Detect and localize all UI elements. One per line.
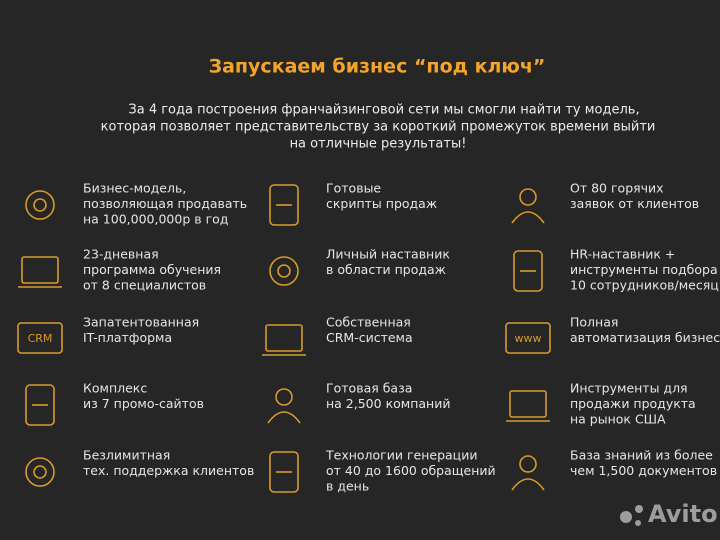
icon: CRM (17, 322, 63, 354)
feature-text: позволяющая продавать (83, 196, 247, 211)
icon (25, 190, 55, 220)
icon-shape (25, 457, 55, 487)
feature-text: в области продаж (326, 262, 446, 277)
feature-text: 10 сотрудников/месяц (570, 278, 719, 293)
watermark-dot (620, 511, 632, 523)
watermark: Avito (620, 500, 718, 528)
icon (267, 388, 301, 424)
feature-text: в день (326, 479, 369, 494)
icon-shape (21, 256, 59, 284)
feature-text: Бизнес-модель, (83, 181, 186, 196)
icon-shape (265, 324, 303, 352)
feature-text: на 2,500 компаний (326, 396, 450, 411)
watermark-dot (635, 520, 641, 526)
feature-text: 23-дневная (83, 247, 159, 262)
watermark-dot (635, 505, 643, 513)
subtitle-line: которая позволяет представительству за к… (101, 120, 656, 135)
feature-text: Готовые (326, 181, 381, 196)
icon-shape (511, 478, 545, 491)
feature-text: Безлимитная (83, 448, 170, 463)
watermark-text: Avito (648, 500, 718, 528)
icon (511, 188, 545, 224)
subtitle-line: на отличные результаты! (290, 137, 467, 152)
icon-frame (17, 322, 63, 354)
feature-text: Личный наставник (326, 247, 450, 262)
feature-text: тех. поддержка клиентов (83, 463, 254, 478)
feature-text: IT-платформа (83, 330, 172, 345)
icon-shape (277, 264, 291, 278)
feature-text: автоматизация бизнеса (570, 330, 720, 345)
feature-text: Готовая база (326, 381, 412, 396)
feature-text: Собственная (326, 315, 411, 330)
icon-shape (269, 184, 299, 226)
feature-text: CRM-система (326, 330, 413, 345)
icon-shape (25, 190, 55, 220)
feature-text: на рынок США (570, 412, 666, 427)
icon (269, 184, 299, 226)
feature-text: от 8 специалистов (83, 278, 206, 293)
icon-shape (269, 256, 299, 286)
icon-label: CRM (28, 332, 53, 345)
feature-text: Технологии генерации (325, 448, 477, 463)
icon-shape (519, 455, 537, 473)
icon-shape (511, 211, 545, 224)
feature-text: Полная (570, 315, 618, 330)
feature-text: Инструменты для (570, 381, 688, 396)
icon-shape (267, 411, 301, 424)
icon (506, 390, 550, 422)
icon-shape (33, 198, 47, 212)
icon (262, 324, 306, 356)
feature-text: От 80 горячих (570, 181, 664, 196)
icon-label: www (515, 332, 542, 345)
icon-shape (25, 384, 55, 426)
feature-text: заявок от клиентов (570, 196, 699, 211)
icon-shape (269, 451, 299, 493)
feature-text: HR-наставник + (570, 247, 675, 262)
icon-shape (513, 250, 543, 292)
feature-text: инструменты подбора (570, 262, 718, 277)
icon-shape (509, 390, 547, 418)
icon (269, 451, 299, 493)
feature-text: скрипты продаж (326, 196, 437, 211)
icon (269, 256, 299, 286)
feature-text: от 40 до 1600 обращений (326, 463, 496, 478)
icon (511, 455, 545, 491)
icon-shape (275, 388, 293, 406)
feature-text: на 100,000,000р в год (83, 212, 228, 227)
icon: www (505, 322, 551, 354)
icon (513, 250, 543, 292)
icon (18, 256, 62, 288)
icon-shape (519, 188, 537, 206)
feature-text: программа обучения (83, 262, 221, 277)
feature-text: из 7 промо-сайтов (83, 396, 204, 411)
feature-text: Комплекс (83, 381, 147, 396)
icon (25, 457, 55, 487)
icon-shape (33, 465, 47, 479)
icon-frame (505, 322, 551, 354)
icon (25, 384, 55, 426)
feature-text: Запатентованная (83, 315, 199, 330)
subtitle-line: За 4 года построения франчайзинговой сет… (128, 103, 639, 118)
feature-text: продажи продукта (570, 396, 696, 411)
feature-text: База знаний из более (570, 448, 713, 463)
title: Запускаем бизнес “под ключ” (209, 56, 546, 78)
feature-text: чем 1,500 документов (570, 463, 717, 478)
